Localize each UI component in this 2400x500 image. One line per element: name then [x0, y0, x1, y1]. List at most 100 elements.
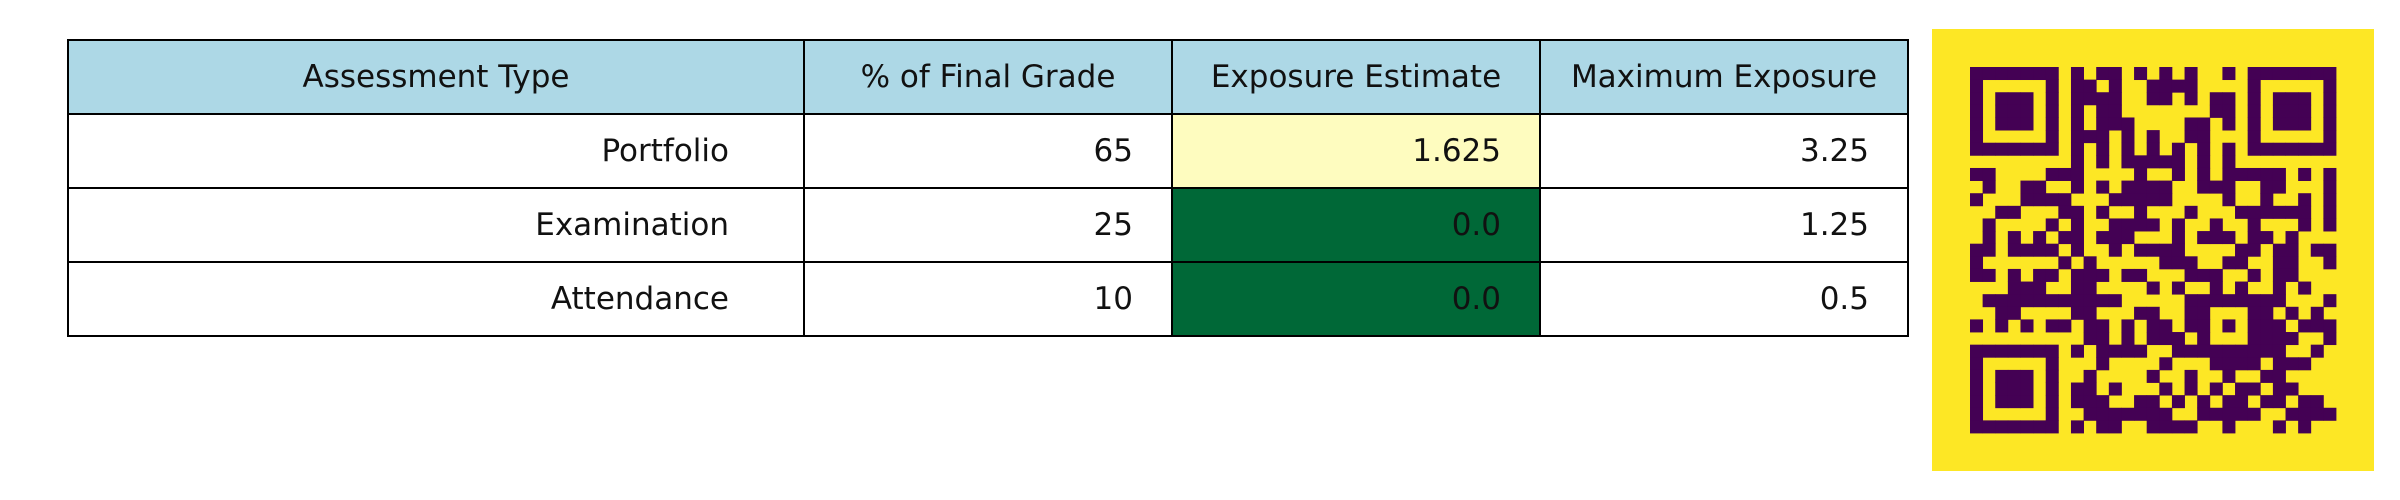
qr-module: [2096, 319, 2110, 333]
qr-module: [1982, 180, 1996, 194]
qr-module: [2235, 395, 2249, 409]
qr-module: [2020, 395, 2034, 409]
qr-module: [2197, 395, 2211, 409]
qr-module: [2272, 332, 2286, 346]
qr-module: [2045, 357, 2059, 371]
qr-module: [2247, 92, 2261, 106]
qr-module: [2247, 407, 2261, 421]
qr-module: [2285, 92, 2299, 106]
qr-module: [2134, 344, 2148, 358]
qr-module: [2007, 344, 2021, 358]
qr-module: [2298, 92, 2312, 106]
qr-module: [2070, 344, 2084, 358]
qr-module: [1970, 357, 1984, 371]
qr-module: [2146, 281, 2160, 295]
qr-module: [2070, 79, 2084, 93]
qr-module: [2323, 142, 2337, 156]
qr-module: [2171, 167, 2185, 181]
qr-module: [2146, 92, 2160, 106]
qr-module: [2058, 193, 2072, 207]
qr-module: [2184, 344, 2198, 358]
assessment-type-cell: Examination: [67, 187, 805, 263]
qr-module: [2134, 67, 2148, 81]
qr-module: [2070, 268, 2084, 282]
qr-module: [2247, 205, 2261, 219]
qr-module: [2096, 155, 2110, 169]
qr-module: [2247, 142, 2261, 156]
qr-module: [2045, 294, 2059, 308]
qr-module: [2323, 92, 2337, 106]
qr-module: [1970, 130, 1984, 144]
qr-module: [2310, 344, 2324, 358]
exposure-estimate-cell: 1.625: [1171, 113, 1541, 189]
qr-module: [2033, 294, 2047, 308]
qr-module: [2007, 306, 2021, 320]
assessment-type-cell: Portfolio: [67, 113, 805, 189]
qr-module: [1970, 92, 1984, 106]
qr-module: [2108, 104, 2122, 118]
qr-module: [2222, 395, 2236, 409]
qr-module: [2285, 67, 2299, 81]
qr-module: [2033, 243, 2047, 257]
qr-module: [2083, 407, 2097, 421]
qr-module: [2033, 231, 2047, 245]
qr-module: [2247, 79, 2261, 93]
qr-module: [2096, 294, 2110, 308]
qr-module: [2197, 319, 2211, 333]
qr-module: [2285, 382, 2299, 396]
qr-module: [1970, 369, 1984, 383]
qr-module: [2146, 218, 2160, 232]
qr-module: [2171, 155, 2185, 169]
qr-module: [2184, 67, 2198, 81]
qr-module: [2272, 92, 2286, 106]
qr-module: [2146, 306, 2160, 320]
qr-module: [2272, 281, 2286, 295]
qr-module: [2033, 193, 2047, 207]
qr-module: [2197, 294, 2211, 308]
qr-module: [2007, 294, 2021, 308]
qr-module: [2285, 306, 2299, 320]
qr-module: [2070, 306, 2084, 320]
maximum-exposure-cell: 0.5: [1539, 261, 1909, 337]
qr-module: [2272, 142, 2286, 156]
qr-module: [2134, 395, 2148, 409]
qr-module: [2070, 218, 2084, 232]
qr-module: [2247, 382, 2261, 396]
qr-module: [2134, 193, 2148, 207]
qr-module: [2033, 67, 2047, 81]
qr-module: [1970, 193, 1984, 207]
qr-module: [2083, 92, 2097, 106]
qr-module: [2184, 294, 2198, 308]
qr-module: [2020, 344, 2034, 358]
qr-module: [2096, 117, 2110, 131]
qr-module: [2121, 130, 2135, 144]
qr-module: [2045, 369, 2059, 383]
qr-module: [2298, 205, 2312, 219]
qr-module: [2272, 395, 2286, 409]
qr-module: [2285, 205, 2299, 219]
qr-module: [2070, 67, 2084, 81]
qr-module: [2260, 142, 2274, 156]
qr-module: [2159, 79, 2173, 93]
qr-module: [2134, 218, 2148, 232]
qr-module: [2020, 142, 2034, 156]
qr-module: [2285, 142, 2299, 156]
qr-module: [2247, 117, 2261, 131]
qr-module: [2020, 243, 2034, 257]
qr-module: [2096, 104, 2110, 118]
qr-module: [2184, 117, 2198, 131]
qr-module: [2096, 231, 2110, 245]
assessment-type-cell: Attendance: [67, 261, 805, 337]
qr-module: [2298, 167, 2312, 181]
qr-module: [2070, 420, 2084, 434]
qr-module: [2096, 420, 2110, 434]
qr-module: [2272, 369, 2286, 383]
qr-module: [2134, 243, 2148, 257]
qr-module: [2235, 357, 2249, 371]
header-row: Assessment Type % of Final Grade Exposur…: [67, 39, 1909, 115]
qr-module: [2323, 67, 2337, 81]
qr-module: [2108, 344, 2122, 358]
qr-module: [2235, 294, 2249, 308]
qr-module: [2298, 67, 2312, 81]
qr-module: [2020, 294, 2034, 308]
